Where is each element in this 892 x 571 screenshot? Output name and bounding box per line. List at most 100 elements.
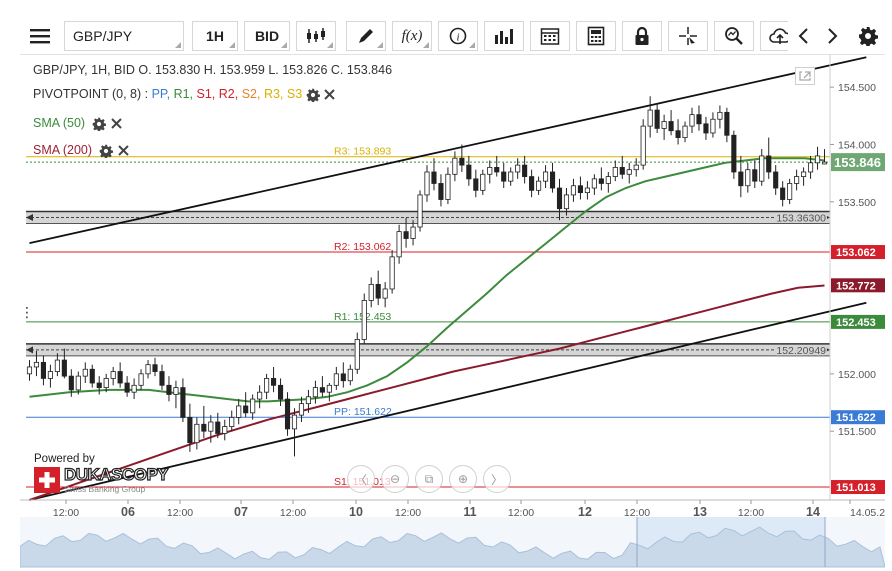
draw-icon [359,29,373,43]
lock-icon [635,26,649,45]
candle-body [759,155,765,182]
candle-body [745,169,751,187]
lock-button[interactable] [622,21,662,51]
pivot-item-s3: S3 [286,87,303,101]
indicators-button[interactable]: f(x) [392,21,432,51]
gear-icon[interactable] [306,88,320,102]
candle-body [633,164,639,171]
candle [647,96,653,138]
close-icon[interactable] [323,88,336,101]
draw-tool-button[interactable] [346,21,386,51]
chart-type-button[interactable] [296,21,336,51]
chart-area[interactable]: 153.36300 152.20949 R3: 153.893 R2: 153.062… [20,55,885,571]
candle [696,105,702,131]
candle-body [438,183,444,200]
expand-icon[interactable] [795,67,815,85]
candle [117,362,123,388]
menu-button[interactable] [22,21,58,51]
candle-body [26,366,33,375]
zoom-out-icon: ⊖ [389,472,401,486]
candle-body [821,161,828,165]
candle-body [787,183,793,200]
candle [417,190,423,232]
info-icon: i [449,27,467,45]
candle-body [556,187,563,210]
candle [459,144,465,172]
calculator-icon [587,26,605,46]
candle [312,380,318,404]
candle [515,158,521,179]
x-tick-label: 12:00 [395,507,421,519]
candle-body [515,164,521,173]
candle-body [626,169,632,175]
candle-body [145,364,151,375]
close-icon[interactable] [110,117,123,130]
pan-left-button[interactable]: 〈 [347,465,375,493]
scroll-right-button[interactable] [818,21,848,51]
trendline-upper-channel [29,56,867,244]
pivot-label-pp: PP: 151.622 [334,406,392,418]
candle [96,376,102,395]
close-icon[interactable] [117,144,130,157]
candle-body [236,405,242,418]
y-tick-label: 152.000 [838,369,876,381]
candle [501,162,507,189]
candle [626,162,632,184]
candle [382,282,388,308]
hline-arrow-left [26,346,33,354]
zoom-button[interactable] [714,21,754,51]
candle-body [529,176,535,191]
candle-body [668,121,674,132]
candle-body [305,396,312,405]
candle [291,408,298,457]
current-price-tag [831,153,885,172]
chevron-right-icon: 〉 [490,472,503,487]
candle-body [243,405,249,414]
pivot-item-s2: S2, [241,87,264,101]
gear-icon[interactable] [92,117,107,131]
candle-body [117,371,123,384]
candle-body [180,387,186,418]
pan-right-button[interactable]: 〉 [483,465,511,493]
candle [731,130,737,179]
x-tick-label: 12 [578,505,592,519]
calendar-button[interactable] [530,21,570,51]
candle [717,105,723,129]
candle-body [717,111,723,120]
candle [724,107,730,143]
calculator-button[interactable] [576,21,616,51]
candle-body [96,382,102,389]
candle-body [766,155,772,173]
candle-body [403,231,409,239]
chevron-right-icon [828,28,838,44]
side-select[interactable]: BID [244,21,290,51]
scroll-left-button[interactable] [788,21,818,51]
candle-body [277,384,284,400]
reset-view-button[interactable]: ⧉ [415,465,443,493]
x-tick-label: 12:00 [53,507,79,519]
candle [271,366,277,393]
candle [298,396,305,423]
candle [159,364,165,390]
candle [368,277,374,308]
crosshair-button[interactable] [668,21,708,51]
candle [675,119,681,145]
candle [473,169,479,198]
candle [619,155,625,179]
candle [766,137,772,179]
gear-icon[interactable] [99,144,114,158]
candle-body [542,171,549,182]
candle-body [82,368,88,377]
zoom-in-button[interactable]: ⊕ [449,465,477,493]
info-button[interactable]: i [438,21,478,51]
hline-arrow-left [26,214,33,222]
candle-body [808,162,814,173]
instrument-select[interactable]: GBP/JPY [64,21,184,51]
settings-button[interactable] [853,21,883,51]
zoom-out-button[interactable]: ⊖ [381,465,409,493]
candle-body [54,359,60,372]
timeframe-select[interactable]: 1H [192,21,238,51]
x-tick-label: 12:00 [167,507,193,519]
volume-button[interactable] [484,21,524,51]
x-tick-label: 11 [463,505,476,519]
